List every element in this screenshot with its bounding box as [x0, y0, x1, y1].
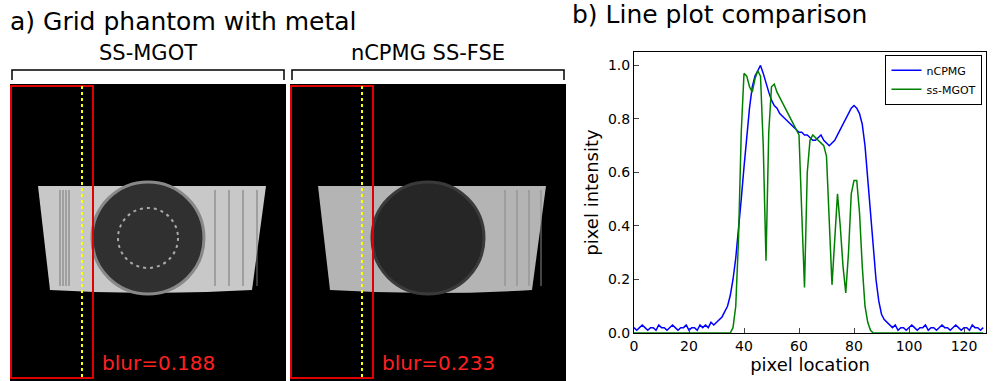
svg-text:ss-MGOT: ss-MGOT — [926, 84, 975, 97]
svg-text:blur=0.233: blur=0.233 — [382, 351, 495, 375]
svg-text:b) Line plot comparison: b) Line plot comparison — [572, 0, 867, 29]
svg-text:60: 60 — [790, 338, 808, 354]
svg-text:pixel location: pixel location — [750, 354, 870, 375]
svg-text:pixel intensity: pixel intensity — [581, 129, 602, 256]
svg-text:0.8: 0.8 — [608, 111, 630, 127]
svg-text:100: 100 — [896, 338, 923, 354]
svg-text:a) Grid phantom with metal: a) Grid phantom with metal — [10, 7, 357, 36]
svg-text:0.4: 0.4 — [608, 218, 630, 234]
svg-text:40: 40 — [735, 338, 753, 354]
svg-text:blur=0.188: blur=0.188 — [102, 351, 215, 375]
svg-text:0.6: 0.6 — [608, 164, 630, 180]
svg-text:nCPMG: nCPMG — [926, 65, 965, 78]
svg-text:20: 20 — [680, 338, 698, 354]
svg-text:0.0: 0.0 — [608, 325, 630, 341]
svg-text:0: 0 — [630, 338, 639, 354]
svg-text:nCPMG SS-FSE: nCPMG SS-FSE — [351, 41, 505, 65]
svg-text:80: 80 — [845, 338, 863, 354]
svg-text:1.0: 1.0 — [608, 57, 630, 73]
svg-text:120: 120 — [951, 338, 978, 354]
svg-text:0.2: 0.2 — [608, 271, 630, 287]
svg-text:SS-MGOT: SS-MGOT — [99, 41, 197, 65]
